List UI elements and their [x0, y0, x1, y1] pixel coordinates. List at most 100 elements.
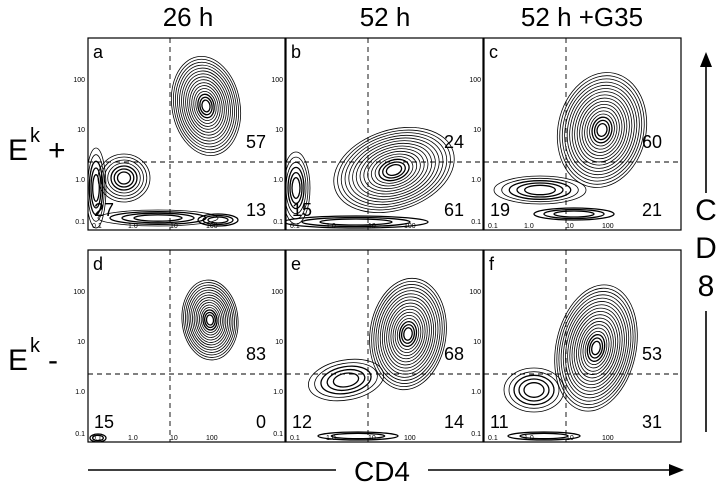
y-tick-label: 10 — [473, 127, 481, 134]
panel-contours — [286, 127, 455, 229]
y-tick-label: 1.0 — [471, 389, 481, 396]
panel-frame — [87, 37, 286, 231]
y-tick-label: 1.0 — [273, 177, 283, 184]
y-tick-label: 10 — [275, 127, 283, 134]
y-tick-label: 1.0 — [471, 177, 481, 184]
contour-line — [308, 358, 384, 402]
contour-cluster-1 — [554, 284, 638, 412]
x-tick-label: 1.0 — [524, 223, 534, 230]
contour-line — [363, 148, 425, 192]
contour-cluster-3 — [507, 431, 581, 441]
panel-letter: b — [291, 42, 301, 62]
contour-line — [556, 72, 648, 188]
contour-line — [201, 99, 211, 113]
contour-line — [371, 280, 445, 388]
panel-b: b 24 15 61 0.1 1.0 10 100 0.1 1.0 10 100 — [271, 37, 484, 231]
contour-line — [560, 294, 632, 402]
x-tick-label: 100 — [206, 435, 218, 442]
row-label-base: E — [8, 344, 28, 377]
contour-line — [291, 177, 301, 199]
x-tick-label: 1.0 — [524, 435, 534, 442]
contour-line — [319, 218, 393, 226]
contour-line — [388, 305, 428, 363]
contour-line — [355, 142, 433, 198]
contour-line — [378, 158, 410, 182]
contour-line — [192, 294, 228, 346]
y-tick-label: 0.1 — [75, 431, 85, 438]
y-tick-label: 10 — [473, 339, 481, 346]
contour-line — [317, 431, 399, 441]
x-axis-label-gap — [336, 452, 428, 486]
contour-line — [398, 321, 418, 347]
quadrant-lower-right: 61 — [444, 200, 464, 220]
row-label-ek-plus: E k + — [8, 125, 66, 167]
quadrant-lower-right: 31 — [642, 412, 662, 432]
y-tick-label: 1.0 — [75, 389, 85, 396]
x-tick-label: 100 — [602, 223, 614, 230]
panel-a: a 57 27 13 0.1 1.0 10 100 0.1 1.0 10 100 — [73, 37, 286, 231]
x-tick-label: 0.1 — [92, 435, 102, 442]
panel-contours — [308, 277, 447, 441]
y-tick-label: 0.1 — [75, 219, 85, 226]
x-tick-label: 1.0 — [326, 223, 336, 230]
contour-line — [593, 119, 611, 141]
y-tick-label: 10 — [77, 339, 85, 346]
y-axis-letter-c: C — [695, 194, 717, 227]
contour-line — [396, 318, 420, 350]
contour-line — [382, 161, 406, 179]
contour-line — [582, 327, 610, 369]
quadrant-lower-right: 21 — [642, 200, 662, 220]
x-tick-label: 10 — [368, 223, 376, 230]
quadrant-upper-right: 24 — [444, 132, 464, 152]
quadrant-upper-right: 83 — [246, 344, 266, 364]
panel-letter: f — [489, 254, 495, 274]
contour-line — [591, 340, 601, 356]
contour-line — [287, 166, 305, 210]
contour-line — [205, 314, 215, 326]
contour-line — [286, 151, 311, 225]
contour-line — [569, 88, 635, 172]
contour-line — [195, 91, 217, 121]
contour-line — [181, 279, 239, 361]
contour-cluster-3 — [286, 215, 429, 229]
quadrant-upper-right: 57 — [246, 132, 266, 152]
quadrant-lower-left: 27 — [94, 200, 114, 220]
y-tick-label: 1.0 — [273, 389, 283, 396]
contour-line — [90, 167, 102, 209]
row-label-superscript: k — [30, 335, 41, 357]
contour-line — [107, 162, 141, 194]
contour-line — [553, 210, 595, 218]
contour-line — [100, 156, 148, 200]
quadrant-upper-right: 68 — [444, 344, 464, 364]
y-tick-label: 0.1 — [471, 431, 481, 438]
panel-letter: c — [489, 42, 498, 62]
contour-line — [183, 282, 237, 358]
contour-line — [386, 302, 430, 366]
contour-line — [204, 311, 216, 329]
contour-line — [113, 168, 135, 188]
y-tick-label: 100 — [469, 289, 481, 296]
contour-line — [207, 216, 229, 224]
contour-line — [507, 431, 581, 441]
column-title-52h: 52 h — [360, 2, 411, 32]
contour-line — [382, 296, 434, 372]
contour-line — [589, 113, 615, 147]
contour-line — [110, 165, 138, 191]
contour-line — [133, 214, 183, 222]
contour-cluster-1 — [181, 279, 239, 361]
panel-d: d 83 15 0 0.1 1.0 10 100 0.1 1.0 10 100 — [73, 249, 286, 443]
contour-line — [375, 287, 441, 381]
contour-line — [519, 432, 569, 440]
contour-line — [369, 277, 447, 391]
y-tick-label: 0.1 — [471, 219, 481, 226]
contour-line — [104, 159, 144, 197]
panel-frame — [87, 249, 286, 443]
quadrant-lower-left: 11 — [490, 412, 509, 432]
contour-cluster-2 — [503, 367, 565, 413]
contour-line — [493, 175, 587, 205]
x-tick-label: 100 — [206, 223, 218, 230]
y-axis-letter-d: D — [695, 232, 717, 265]
row-label-sign: + — [48, 134, 66, 167]
quadrant-upper-right: 53 — [642, 344, 662, 364]
